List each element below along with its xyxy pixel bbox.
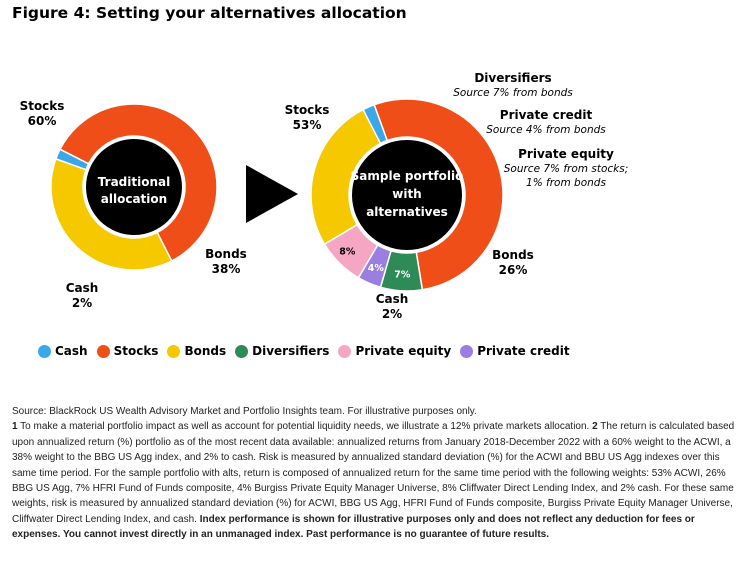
legend-swatch-icon: [167, 344, 181, 358]
label-private-equity: Private equity: [518, 147, 614, 161]
slice-value-private-equity: 8%: [339, 247, 356, 258]
label-bonds: Bonds: [205, 247, 247, 261]
label-value-cash: 2%: [72, 296, 92, 310]
legend-item-private-equity: Private equity: [338, 344, 451, 358]
legend-item-cash: Cash: [38, 344, 88, 358]
footnotes: Source: BlackRock US Wealth Advisory Mar…: [12, 404, 736, 543]
label-cash: Cash: [376, 292, 409, 306]
label-value-bonds: 38%: [212, 262, 241, 276]
legend-item-private-credit: Private credit: [460, 344, 570, 358]
legend-item-stocks: Stocks: [96, 344, 159, 358]
legend-item-bonds: Bonds: [167, 344, 226, 358]
slice-stocks: [59, 103, 218, 262]
label-bonds: Bonds: [492, 248, 534, 262]
alternatives-allocation-donut: Sample portfolio with alternatives: [310, 98, 504, 292]
slice-bonds: [310, 108, 382, 246]
source-note-diversifiers: Source 7% from bonds: [453, 87, 573, 99]
center-label-line: allocation: [101, 192, 167, 206]
source-note-private-credit: Source 4% from bonds: [486, 124, 606, 136]
legend-swatch-icon: [460, 344, 474, 358]
footnote-1: To make a material portfolio impact as w…: [17, 421, 593, 433]
label-value-bonds: 26%: [499, 263, 528, 277]
disclaimer: Index performance is shown for illustrat…: [12, 513, 695, 541]
label-value-stocks: 53%: [293, 118, 322, 132]
slice-value-diversifiers: 7%: [394, 269, 411, 280]
legend-label: Private credit: [477, 344, 570, 358]
legend-swatch-icon: [96, 344, 110, 358]
legend: Cash Stocks Bonds Diversifiers Private equit…: [38, 344, 574, 358]
source-note: Source: BlackRock US Wealth Advisory Mar…: [12, 406, 477, 417]
footnote-2-number: 2: [592, 421, 598, 433]
traditional-allocation-donut: Traditional allocation: [50, 103, 218, 271]
legend-label: Private equity: [355, 344, 452, 358]
label-value-stocks: 60%: [28, 114, 57, 128]
center-label-line: Sample portfolio: [351, 169, 464, 183]
legend-swatch-icon: [38, 344, 51, 358]
slice-cash: [54, 148, 90, 171]
source-note-2-private-equity: 1% from bonds: [526, 177, 606, 189]
center-label-line: with: [392, 187, 421, 201]
footnote-1-number: 1: [12, 421, 18, 433]
label-cash: Cash: [66, 281, 99, 295]
label-diversifiers: Diversifiers: [474, 71, 551, 85]
footnote-text: 1 To make a material portfolio impact as…: [12, 419, 736, 542]
donut-charts: Traditional allocation Sample portfolio wi…: [20, 71, 629, 321]
label-stocks: Stocks: [20, 99, 65, 113]
figure-title: Figure 4: Setting your alternatives allo…: [12, 4, 407, 22]
legend-label: Diversifiers: [252, 344, 330, 358]
label-value-cash: 2%: [382, 307, 402, 321]
center-label-line: Traditional: [98, 175, 170, 189]
label-private-credit: Private credit: [500, 108, 593, 122]
donut-center: [86, 139, 182, 235]
slice-value-private-credit: 4%: [368, 263, 385, 274]
legend-label: Cash: [55, 344, 88, 358]
slice-cash: [362, 103, 389, 145]
center-label-line: alternatives: [366, 205, 448, 219]
legend-label: Bonds: [184, 344, 227, 358]
legend-swatch-icon: [338, 344, 352, 358]
donut-center: [352, 140, 462, 250]
footnote-2: The return is calculated based upon annu…: [12, 421, 735, 525]
slice-stocks: [373, 98, 504, 291]
legend-label: Stocks: [113, 344, 159, 358]
slice-bonds: [50, 157, 173, 271]
arrow-icon: [246, 165, 298, 223]
label-stocks: Stocks: [285, 103, 330, 117]
legend-item-diversifiers: Diversifiers: [235, 344, 329, 358]
source-note-private-equity: Source 7% from stocks;: [504, 163, 629, 175]
legend-swatch-icon: [235, 344, 249, 358]
